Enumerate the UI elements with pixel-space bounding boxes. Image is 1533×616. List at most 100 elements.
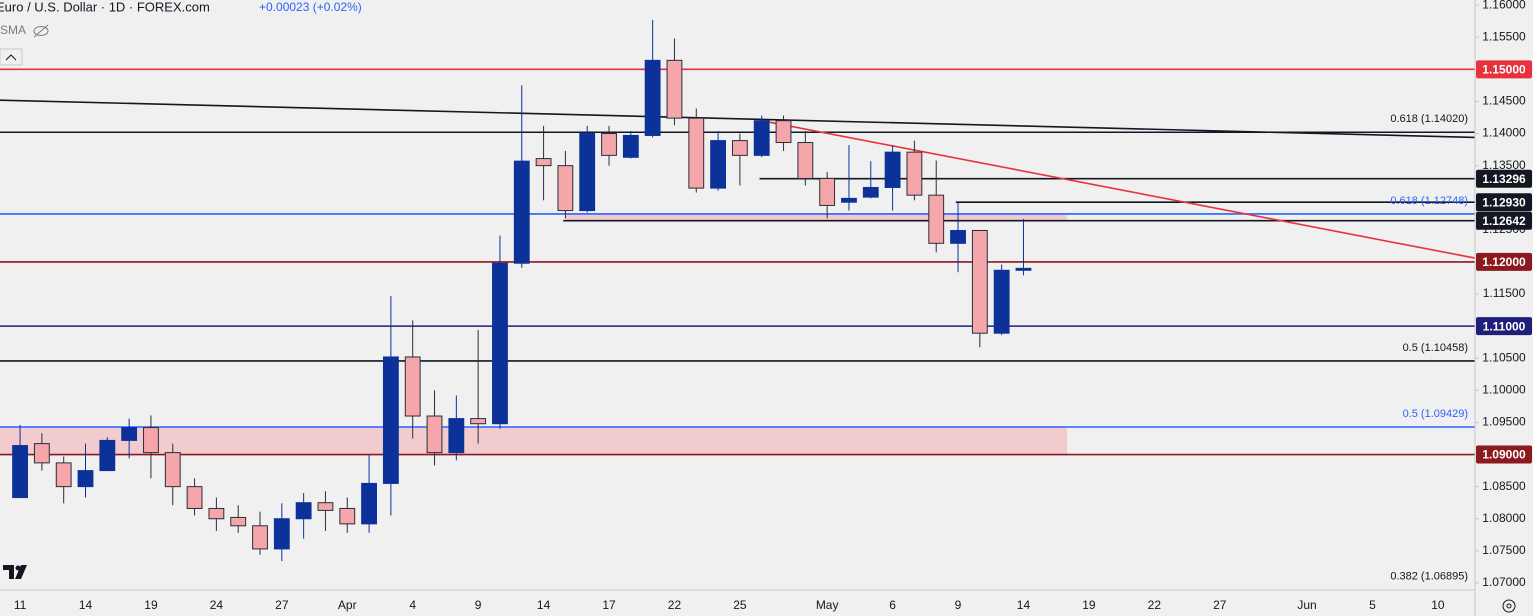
x-tick-label: 4 — [409, 598, 416, 612]
candle-body — [470, 418, 487, 425]
x-tick-label: Apr — [338, 598, 357, 612]
candle-body — [688, 117, 705, 189]
candle-body — [208, 507, 225, 520]
candle-body — [273, 518, 290, 550]
price-badge-label: 1.13296 — [1482, 172, 1526, 186]
x-tick-label: 14 — [537, 598, 551, 612]
candle-body — [971, 229, 988, 334]
candle-body — [77, 470, 94, 488]
x-tick-label: 11 — [14, 598, 27, 612]
x-tick-label: 22 — [1148, 598, 1162, 612]
symbol-title[interactable]: Euro / U.S. Dollar · 1D · FOREX.com — [0, 0, 210, 14]
candle-body — [841, 197, 857, 203]
trendline — [761, 119, 1476, 259]
price-badge-label: 1.15000 — [1482, 63, 1526, 77]
candle-body — [99, 439, 116, 472]
logo — [3, 565, 27, 579]
fib-label: 0.5 (1.09429) — [1403, 408, 1468, 420]
y-tick-label: 1.15500 — [1482, 29, 1526, 43]
zone — [565, 213, 1068, 221]
y-tick-label: 1.10000 — [1482, 383, 1526, 397]
price-change: +0.00023 (+0.02%) — [259, 0, 362, 14]
x-tick-label: 22 — [668, 598, 682, 612]
y-tick-label: 1.10500 — [1482, 350, 1526, 364]
candle-body — [143, 427, 159, 454]
fib-label: 0.618 (1.12748) — [1390, 195, 1468, 207]
candle-body — [317, 502, 334, 511]
candle-body — [1015, 267, 1032, 271]
price-badge-label: 1.11000 — [1483, 319, 1526, 333]
price-badge — [1476, 211, 1532, 230]
x-tick-label: May — [816, 598, 839, 612]
price-badge — [1476, 445, 1532, 464]
zone — [0, 426, 1068, 455]
x-tick-label: 25 — [733, 598, 747, 612]
x-tick-label: 9 — [955, 598, 962, 612]
candle-body — [252, 525, 268, 550]
candle-body — [601, 133, 617, 156]
fib-label: 0.618 (1.14020) — [1390, 113, 1468, 125]
y-tick-label: 1.14000 — [1482, 126, 1526, 140]
candle-body — [404, 356, 421, 417]
candle-body — [339, 507, 356, 525]
candle-body — [186, 486, 203, 509]
candle-body — [579, 133, 596, 212]
y-tick-label: 1.14500 — [1482, 94, 1526, 108]
x-tick-label: 17 — [602, 598, 616, 612]
candle-body — [644, 59, 661, 136]
candle-body — [993, 269, 1010, 334]
candle-body — [862, 186, 879, 198]
candle-body — [492, 262, 508, 425]
price-badge — [1476, 252, 1532, 271]
y-tick-label: 1.07000 — [1482, 575, 1526, 589]
y-tick-label: 1.09500 — [1482, 415, 1526, 429]
collapse-button[interactable] — [0, 48, 23, 66]
x-tick-label: 19 — [144, 598, 158, 612]
x-tick-label: 14 — [79, 598, 93, 612]
x-tick-label: 24 — [210, 598, 224, 612]
x-tick-label: Jun — [1297, 598, 1316, 612]
visibility-icon[interactable] — [33, 24, 49, 38]
candle-body — [884, 151, 901, 188]
candle-body — [295, 502, 312, 520]
candle-body — [950, 229, 966, 244]
y-tick-label: 1.07500 — [1482, 543, 1526, 557]
x-tick-label: 10 — [1431, 598, 1445, 612]
candle-body — [797, 142, 814, 179]
candle-body — [164, 452, 181, 488]
trendline — [0, 99, 1476, 139]
fib-label: 0.382 (1.06895) — [1390, 571, 1468, 583]
candle-body — [557, 165, 574, 212]
x-tick-label: 9 — [475, 598, 482, 612]
candle-body — [12, 445, 28, 499]
price-badge — [1476, 60, 1532, 79]
collapse-icon — [5, 54, 17, 61]
indicator-label[interactable]: SMA — [0, 23, 26, 37]
y-tick-label: 1.13500 — [1482, 158, 1526, 172]
x-tick-label: 19 — [1082, 598, 1096, 612]
y-tick-label: 1.08000 — [1482, 511, 1526, 525]
candle-body — [775, 120, 792, 144]
candle-body — [928, 194, 945, 244]
y-tick-label: 1.16000 — [1482, 0, 1526, 11]
candle-body — [121, 427, 138, 441]
candle-body — [55, 462, 72, 488]
candle-body — [906, 151, 923, 196]
price-badge-label: 1.09000 — [1482, 448, 1526, 462]
candle-body — [382, 356, 399, 484]
candle-body — [666, 59, 683, 119]
candle-body — [230, 516, 247, 527]
candle-body — [513, 160, 530, 264]
price-badge — [1476, 193, 1532, 212]
y-tick-label: 1.08500 — [1482, 479, 1526, 493]
candle-body — [426, 415, 443, 454]
x-tick-label: 27 — [275, 598, 289, 612]
zoom-icon[interactable] — [1502, 599, 1516, 613]
candle-body — [710, 140, 727, 189]
candle-body — [731, 140, 748, 156]
x-tick-label: 6 — [889, 598, 896, 612]
price-badge-label: 1.12930 — [1482, 195, 1526, 209]
candle-body — [33, 443, 50, 464]
